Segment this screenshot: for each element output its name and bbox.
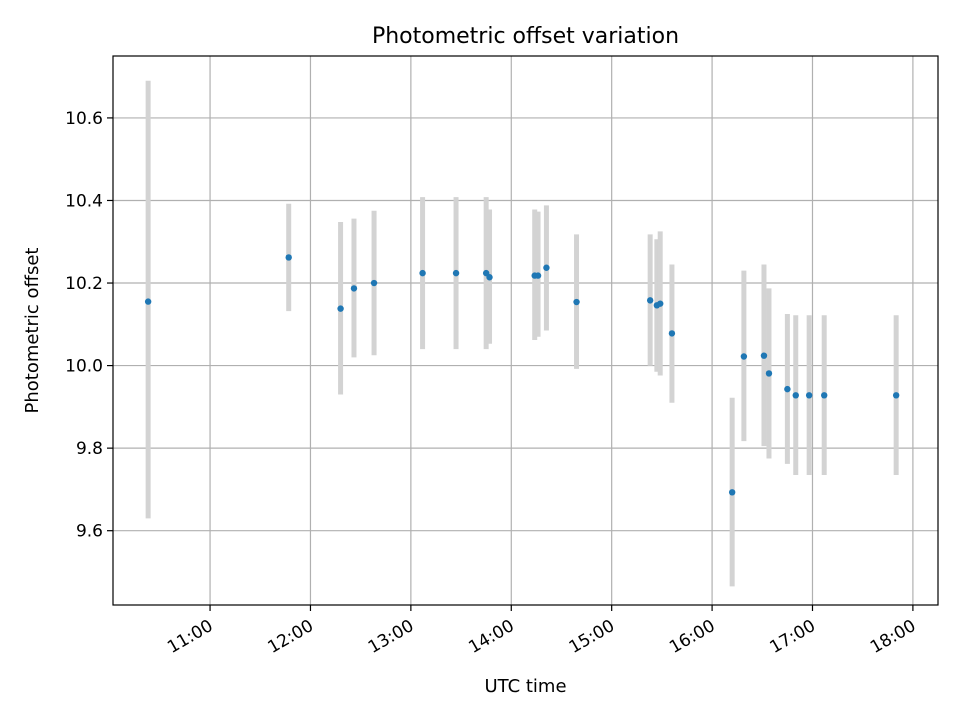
y-tick-label: 10.4 — [65, 191, 103, 211]
data-point — [337, 305, 344, 312]
data-point — [657, 300, 664, 307]
data-point — [821, 392, 828, 399]
data-point — [534, 272, 542, 279]
data-points — [144, 254, 900, 496]
data-point — [805, 392, 813, 399]
data-point — [350, 285, 358, 292]
data-point — [784, 385, 791, 393]
data-point — [646, 297, 654, 304]
data-point — [728, 489, 736, 496]
y-tick-label: 10.0 — [65, 357, 103, 377]
data-point — [760, 352, 768, 359]
chart-title: Photometric offset variation — [372, 24, 679, 49]
y-axis-title: Photometric offset — [22, 248, 43, 414]
grid — [113, 56, 938, 605]
data-point — [144, 298, 152, 305]
y-tick-label: 10.6 — [65, 109, 103, 129]
data-point — [892, 392, 900, 399]
plot-frame — [112, 55, 939, 606]
data-point — [370, 279, 378, 287]
y-tick-label: 10.2 — [65, 274, 103, 294]
data-point — [765, 370, 773, 377]
data-point — [452, 269, 460, 277]
data-point — [573, 298, 580, 306]
data-point — [543, 264, 550, 271]
y-tick-label: 9.6 — [76, 522, 103, 542]
data-point — [740, 353, 748, 360]
y-tick-label: 9.8 — [76, 439, 103, 459]
data-point — [486, 274, 493, 281]
data-point — [668, 330, 676, 337]
x-axis-title: UTC time — [484, 676, 566, 697]
data-point — [419, 269, 426, 277]
data-point — [792, 392, 799, 399]
data-point — [285, 254, 292, 261]
